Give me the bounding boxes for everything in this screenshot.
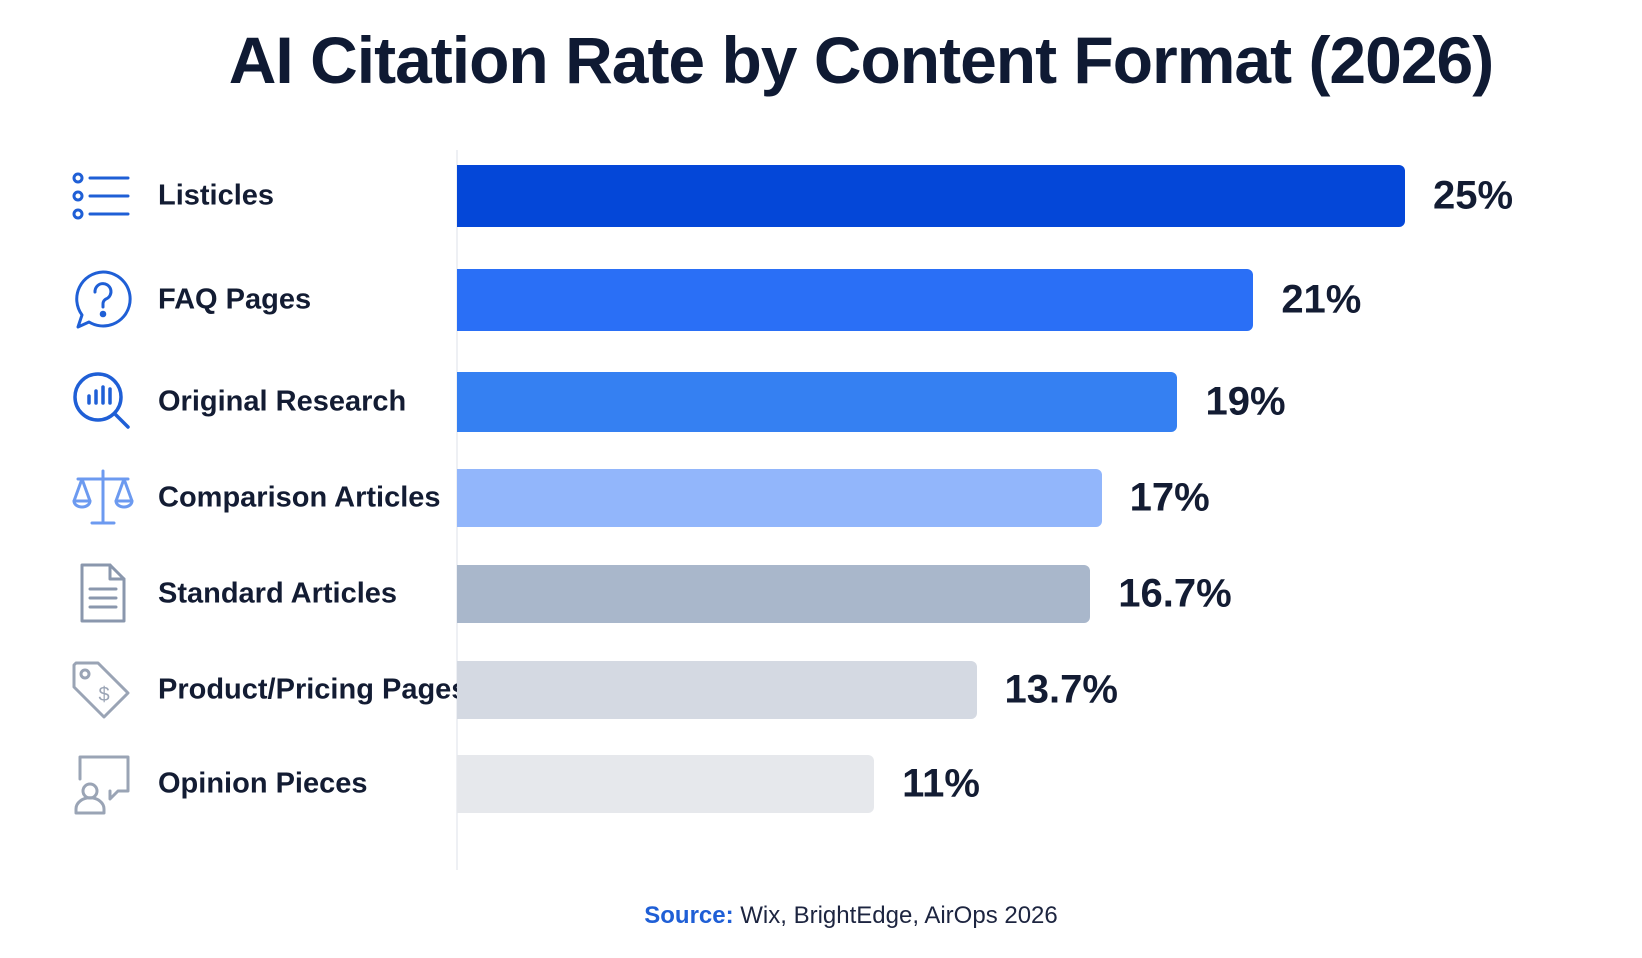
chart-area: Listicles 25% FAQ Pages 21% Original Researc…: [0, 150, 1642, 880]
category-label: Opinion Pieces: [158, 767, 368, 800]
bar: [457, 469, 1102, 527]
bar: [457, 165, 1405, 227]
category-label: Product/Pricing Pages: [158, 673, 468, 706]
opinion-user-icon: [70, 751, 136, 817]
research-magnifier-icon: [70, 369, 136, 435]
value-label: 11%: [902, 761, 980, 806]
value-label: 16.7%: [1118, 571, 1232, 616]
question-bubble-icon: [70, 267, 136, 333]
value-label: 13.7%: [1004, 667, 1118, 712]
category-label: Original Research: [158, 385, 407, 418]
category-label: Standard Articles: [158, 577, 398, 610]
price-tag-icon: $: [70, 657, 136, 723]
balance-scale-icon: [70, 465, 136, 531]
category-label: FAQ Pages: [158, 283, 312, 316]
list-icon: [70, 163, 136, 229]
category-label: Listicles: [158, 179, 275, 212]
svg-text:$: $: [98, 684, 109, 706]
bar: [457, 269, 1254, 331]
source-label: Source:: [644, 902, 734, 929]
value-label: 17%: [1129, 475, 1210, 520]
value-label: 21%: [1281, 277, 1362, 322]
document-icon: [70, 561, 136, 627]
bar: [457, 755, 875, 813]
value-label: 19%: [1205, 379, 1286, 424]
value-label: 25%: [1433, 173, 1514, 218]
bar: [457, 661, 977, 719]
chart-title: AI Citation Rate by Content Format (2026…: [228, 23, 1494, 97]
bar: [457, 372, 1178, 432]
source-text: Wix, BrightEdge, AirOps 2026: [733, 902, 1058, 929]
bar: [457, 565, 1091, 623]
category-label: Comparison Articles: [158, 481, 441, 514]
source-note: Source: Wix, BrightEdge, AirOps 2026: [0, 902, 1642, 930]
